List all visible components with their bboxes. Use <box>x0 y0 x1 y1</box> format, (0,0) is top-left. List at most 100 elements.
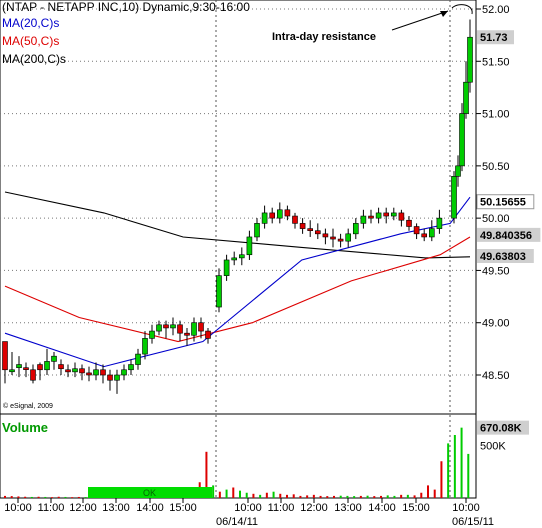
volume-bar <box>380 495 382 498</box>
volume-bar <box>30 496 33 498</box>
candle-body <box>299 223 306 229</box>
volume-bar <box>299 495 302 498</box>
candle-body <box>149 330 155 339</box>
candle-body <box>352 223 359 235</box>
price-axis: 52.00 51.50 51.00 50.50 50.00 49.50 49.00 48.50… <box>476 4 541 382</box>
price-gridlines <box>0 8 476 376</box>
volume-bar <box>218 491 221 498</box>
y-tick-label: 50.00 <box>482 213 510 225</box>
volume-bar <box>245 492 248 498</box>
ok-label: OK <box>143 488 156 498</box>
volume-bar <box>4 495 6 498</box>
volume-bar <box>427 485 429 498</box>
volume-bar <box>440 461 443 498</box>
volume-bar <box>225 489 228 498</box>
moving-averages <box>4 191 471 368</box>
candle-body <box>184 332 190 336</box>
candle-body <box>216 275 222 308</box>
candle-body <box>37 364 43 371</box>
volume-bar <box>239 490 241 498</box>
candle-body <box>254 223 260 238</box>
annotation-arrow-head <box>440 11 448 17</box>
volume-bar <box>24 496 27 498</box>
volume-bar <box>292 494 295 498</box>
volume-bar <box>286 494 288 498</box>
y-tick-label: 51.00 <box>482 109 510 121</box>
candle-body <box>79 368 85 374</box>
volume-bar <box>359 495 362 498</box>
volume-bar <box>10 496 13 498</box>
candle-body <box>284 209 291 217</box>
candle-body <box>459 113 465 167</box>
candle-body <box>261 212 268 224</box>
candle-body <box>142 338 148 355</box>
candle-body <box>30 369 36 381</box>
volume-bar <box>37 496 40 498</box>
candle-body <box>44 361 50 371</box>
y-tick-label: 49.00 <box>482 318 510 330</box>
ma20-legend: MA(20,C)s <box>2 16 59 30</box>
volume-bar <box>212 485 215 498</box>
price-panel-frame <box>0 0 477 415</box>
watermark: © eSignal, 2009 <box>3 402 53 410</box>
volume-bar <box>77 496 80 498</box>
candle-body <box>191 322 197 336</box>
volume-bar <box>460 427 463 498</box>
candle-body <box>398 212 405 221</box>
x-tick-label: 15:00 <box>169 502 197 514</box>
volume-bar <box>279 493 282 498</box>
candle-body <box>345 233 352 242</box>
candle-body <box>368 215 374 219</box>
price-tag-label: 50.15655 <box>480 197 526 209</box>
candlesticks <box>2 19 473 394</box>
volume-bar <box>259 494 262 498</box>
candle-body <box>292 215 298 224</box>
volume-bar <box>447 443 450 498</box>
price-tag-label: 49.840356 <box>480 230 532 242</box>
price-tag-box <box>477 248 534 263</box>
candle-body <box>322 233 329 238</box>
volume-bar <box>400 494 403 498</box>
volume-bar <box>51 497 53 498</box>
volume-bars: 670.08K 500K <box>4 420 529 498</box>
volume-bar <box>319 495 322 498</box>
candle-body <box>276 209 283 219</box>
candle-body <box>436 217 443 229</box>
volume-bar <box>84 497 87 498</box>
ok-bar <box>88 487 212 498</box>
candle-body <box>128 364 134 371</box>
volume-tag-box <box>477 420 529 435</box>
volume-bar <box>326 496 329 498</box>
volume-bar <box>71 497 74 498</box>
candle-body <box>86 372 92 376</box>
candle-body <box>16 364 22 368</box>
x-tick-label: 14:00 <box>136 502 164 514</box>
volume-bar <box>433 489 436 498</box>
price-tag-label: 49.63803 <box>480 251 526 263</box>
ma50-legend: MA(50,C)s <box>2 34 59 48</box>
candle-body <box>231 257 237 261</box>
volume-bar <box>353 496 356 498</box>
candle-body <box>100 369 106 376</box>
x-tick-label: 12:00 <box>69 502 97 514</box>
volume-axis-label: 670.08K <box>480 423 522 435</box>
x-tick-label: 10:00 <box>4 502 32 514</box>
y-tick-label: 52.00 <box>482 4 510 16</box>
volume-bar <box>306 495 309 498</box>
volume-bar <box>44 496 47 498</box>
candle-body <box>451 176 457 219</box>
candle-body <box>467 36 473 83</box>
candle-body <box>360 215 367 224</box>
candle-body <box>383 212 390 217</box>
y-tick-label: 49.50 <box>482 265 510 277</box>
candle-body <box>107 374 113 381</box>
y-tick-label: 50.50 <box>482 161 510 173</box>
volume-bar <box>413 495 416 498</box>
candle-body <box>135 353 141 365</box>
volume-bar <box>232 487 235 498</box>
candle-body <box>121 369 127 376</box>
candle-body <box>51 355 57 362</box>
candle-body <box>177 324 183 334</box>
candle-body <box>156 324 162 332</box>
